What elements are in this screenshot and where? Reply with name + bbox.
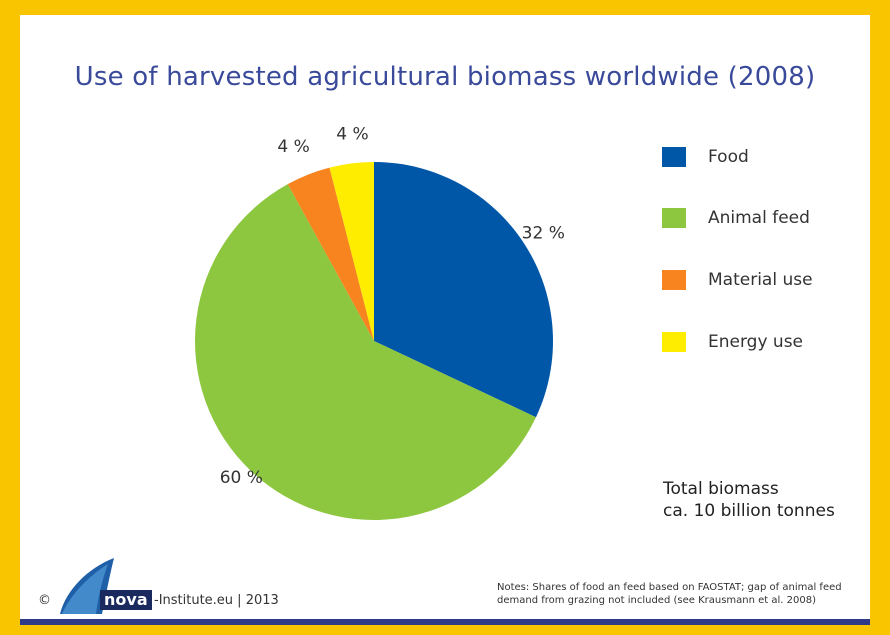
legend-swatch-energy-use bbox=[662, 332, 686, 352]
legend-swatch-material-use bbox=[662, 270, 686, 290]
total-biomass-line2: ca. 10 billion tonnes bbox=[663, 501, 835, 521]
total-biomass-note: Total biomass ca. 10 billion tonnes bbox=[663, 478, 835, 522]
legend-label-food: Food bbox=[708, 147, 749, 167]
pie-slice-animal-feed bbox=[194, 184, 536, 520]
pie-labels: 32 % 60 % 4 % 4 % bbox=[220, 125, 565, 488]
data-label-material-use: 4 % bbox=[277, 137, 309, 157]
footnote: Notes: Shares of food an feed based on F… bbox=[497, 582, 842, 606]
legend-label-energy-use: Energy use bbox=[708, 332, 804, 352]
pie-slice-material-use bbox=[287, 167, 374, 341]
legend-label-material-use: Material use bbox=[708, 270, 813, 290]
bottom-accent-bar bbox=[20, 619, 870, 625]
pie-slice-energy-use bbox=[329, 162, 374, 341]
data-label-animal-feed: 60 % bbox=[220, 468, 263, 488]
pie-slice-food bbox=[374, 162, 553, 418]
site-credit: -Institute.eu | 2013 bbox=[154, 593, 279, 608]
copyright-symbol: © bbox=[38, 593, 51, 608]
pie-slices bbox=[194, 162, 553, 520]
legend-label-animal-feed: Animal feed bbox=[708, 208, 810, 228]
data-label-energy-use: 4 % bbox=[336, 125, 368, 145]
data-label-food: 32 % bbox=[522, 224, 565, 244]
legend-swatch-animal-feed bbox=[662, 208, 686, 228]
total-biomass-line1: Total biomass bbox=[663, 479, 779, 499]
chart-title: Use of harvested agricultural biomass wo… bbox=[74, 62, 816, 92]
logo-text: nova bbox=[100, 590, 152, 610]
legend-swatch-food bbox=[662, 147, 686, 167]
